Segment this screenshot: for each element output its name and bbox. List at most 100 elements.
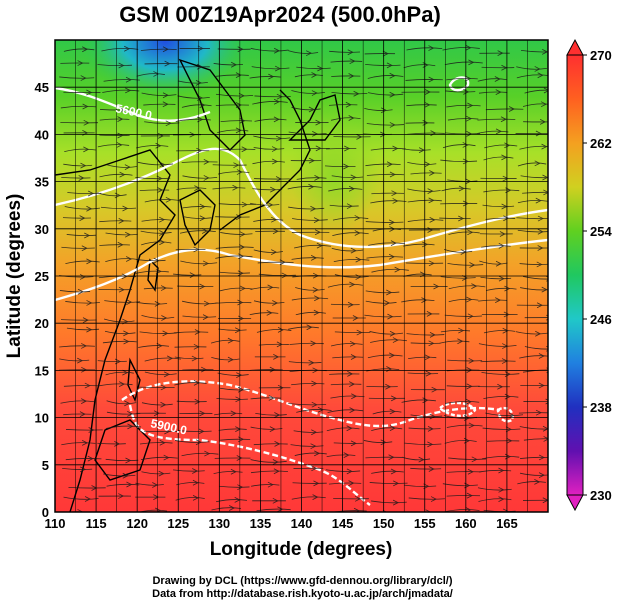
- streamline-arrow: [122, 369, 129, 376]
- streamline: [255, 413, 287, 416]
- streamline: [485, 108, 524, 111]
- streamline-arrow: [466, 367, 473, 373]
- streamline-arrow: [162, 46, 169, 53]
- streamline: [253, 147, 285, 150]
- streamline: [519, 426, 548, 430]
- wind-streamlines: [58, 44, 548, 518]
- streamline-arrow: [87, 455, 94, 462]
- streamline-arrow: [424, 89, 431, 95]
- streamline-arrow: [91, 485, 98, 491]
- streamline-arrow: [154, 301, 161, 307]
- streamline: [106, 483, 140, 487]
- streamline-arrow: [311, 380, 318, 387]
- x-axis-label: Longitude (degrees): [210, 539, 393, 560]
- streamline-arrow: [458, 185, 465, 192]
- streamline: [218, 328, 247, 331]
- streamline: [371, 192, 405, 195]
- streamline-arrow: [427, 425, 434, 432]
- streamline: [106, 400, 137, 405]
- streamline-arrow: [273, 116, 280, 123]
- streamline-arrow: [534, 66, 541, 72]
- streamline-arrow: [125, 457, 132, 464]
- streamline: [325, 165, 356, 168]
- streamline-arrow: [354, 495, 362, 502]
- streamline: [144, 121, 180, 124]
- streamline: [101, 48, 139, 52]
- streamline-arrow: [80, 75, 87, 81]
- colorbar-tick-label: 254: [590, 224, 612, 239]
- streamline-arrow: [156, 175, 163, 182]
- streamline: [408, 497, 445, 500]
- streamline: [288, 50, 319, 54]
- streamline: [135, 176, 171, 180]
- streamline-arrow: [84, 496, 91, 502]
- streamline-arrow: [236, 214, 243, 220]
- colorbar-tick-label: 270: [590, 48, 612, 63]
- streamline: [288, 361, 322, 364]
- streamline-arrow: [429, 216, 436, 223]
- x-tick-label: 115: [86, 516, 107, 531]
- streamline: [182, 369, 214, 371]
- streamline: [410, 467, 442, 470]
- credit-data: Data from http://database.rish.kyoto-u.a…: [152, 588, 453, 600]
- streamline: [140, 48, 177, 51]
- streamline: [477, 118, 516, 121]
- streamline: [330, 383, 362, 386]
- streamline: [253, 249, 284, 253]
- streamline: [181, 104, 212, 108]
- streamline-arrow: [191, 355, 198, 362]
- streamline: [64, 206, 101, 210]
- colorbar-bottom-arrow: [566, 494, 584, 512]
- streamline-arrow: [163, 454, 170, 461]
- streamline-arrow: [199, 203, 206, 210]
- streamline: [446, 471, 482, 473]
- streamline: [333, 442, 363, 444]
- streamline-arrow: [276, 93, 283, 100]
- streamline-arrow: [122, 472, 129, 479]
- streamline-arrow: [389, 425, 396, 432]
- streamline: [408, 356, 437, 360]
- streamline-arrow: [77, 288, 84, 295]
- streamline-arrow: [127, 411, 134, 417]
- streamline-arrow: [123, 330, 130, 337]
- streamline: [288, 326, 319, 330]
- streamline-arrow: [118, 493, 125, 499]
- streamline: [370, 339, 408, 343]
- streamline: [258, 343, 289, 346]
- streamline: [439, 340, 470, 344]
- streamline: [97, 360, 127, 363]
- streamline-arrow: [196, 513, 201, 518]
- streamline-arrow: [235, 72, 242, 78]
- streamline-arrow: [308, 359, 315, 366]
- streamline-arrow: [310, 443, 317, 450]
- streamline-arrow: [230, 468, 237, 475]
- streamline: [254, 118, 287, 122]
- streamline: [141, 219, 172, 222]
- streamline-arrow: [122, 205, 129, 212]
- streamline-arrow: [274, 412, 281, 418]
- streamline-arrow: [152, 482, 159, 488]
- streamline-arrow: [534, 478, 541, 485]
- streamline-arrow: [200, 366, 208, 373]
- streamline-arrow: [155, 142, 162, 149]
- streamline: [478, 343, 517, 347]
- streamline-arrow: [504, 142, 511, 149]
- x-tick-label: 135: [250, 516, 272, 531]
- streamline-arrow: [227, 337, 234, 344]
- streamline: [136, 73, 165, 77]
- streamline-arrow: [508, 106, 515, 112]
- streamline: [64, 148, 96, 153]
- streamline: [99, 244, 130, 246]
- streamline-arrow: [468, 357, 475, 364]
- x-tick-label: 160: [455, 516, 477, 531]
- streamline-arrow: [273, 354, 280, 360]
- streamline: [479, 260, 508, 265]
- streamline: [97, 383, 133, 387]
- streamline-arrow: [314, 450, 321, 457]
- streamline: [60, 319, 97, 321]
- streamline-arrow: [539, 119, 547, 125]
- streamline-arrow: [541, 286, 548, 293]
- streamline-arrow: [386, 161, 393, 168]
- streamline: [481, 66, 515, 69]
- streamline-arrow: [118, 218, 125, 224]
